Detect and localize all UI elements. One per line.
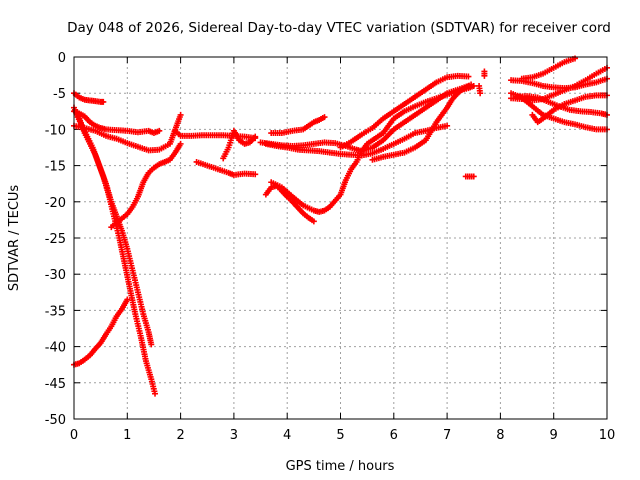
y-axis-label: SDTVAR / TECUs — [7, 185, 22, 292]
plot-frame — [73, 56, 608, 420]
y-tick-label: 0 — [58, 51, 66, 66]
axis-ticks: 0 1 2 3 4 5 6 7 8 9 10 0 -5 -10 -15 -20 -25 -30 -35 -40 -45 -… — [45, 51, 616, 443]
x-axis-label: GPS time / hours — [286, 459, 395, 474]
y-tick-label: -20 — [45, 196, 66, 211]
data-point — [156, 127, 163, 134]
data-point — [177, 140, 184, 147]
y-tick-label: -40 — [45, 341, 66, 356]
x-tick-label: 1 — [123, 428, 131, 443]
x-tick-label: 4 — [283, 428, 291, 443]
x-tick-label: 6 — [390, 428, 398, 443]
data-point — [148, 341, 155, 348]
y-tick-label: -5 — [53, 87, 66, 102]
x-tick-label: 5 — [336, 428, 344, 443]
data-point — [252, 171, 259, 178]
data-point — [100, 98, 107, 105]
x-tick-label: 7 — [443, 428, 451, 443]
data-marks — [71, 55, 610, 397]
y-tick-label: -45 — [45, 377, 66, 392]
data-point — [481, 72, 488, 79]
x-tick-label: 2 — [176, 428, 184, 443]
x-tick-label: 9 — [550, 428, 558, 443]
data-point — [444, 122, 451, 129]
data-point — [477, 90, 484, 97]
x-tick-label: 0 — [70, 428, 78, 443]
data-point — [310, 218, 317, 225]
y-tick-label: -15 — [45, 160, 66, 175]
x-tick-label: 3 — [230, 428, 238, 443]
data-point — [468, 81, 475, 88]
chart-title: Day 048 of 2026, Sidereal Day-to-day VTE… — [67, 20, 611, 36]
y-tick-label: -25 — [45, 232, 66, 247]
y-tick-label: -35 — [45, 304, 66, 319]
y-tick-label: -30 — [45, 268, 66, 283]
data-point — [321, 114, 328, 121]
data-point — [465, 73, 472, 80]
data-point — [470, 173, 477, 180]
data-point — [124, 296, 131, 303]
y-tick-label: -50 — [45, 413, 66, 428]
data-point — [152, 390, 159, 397]
grid — [74, 57, 607, 419]
x-tick-label: 10 — [599, 428, 616, 443]
x-tick-label: 8 — [496, 428, 504, 443]
data-point — [177, 111, 184, 118]
data-point — [572, 55, 579, 62]
data-point — [252, 133, 259, 140]
y-tick-label: -10 — [45, 123, 66, 138]
